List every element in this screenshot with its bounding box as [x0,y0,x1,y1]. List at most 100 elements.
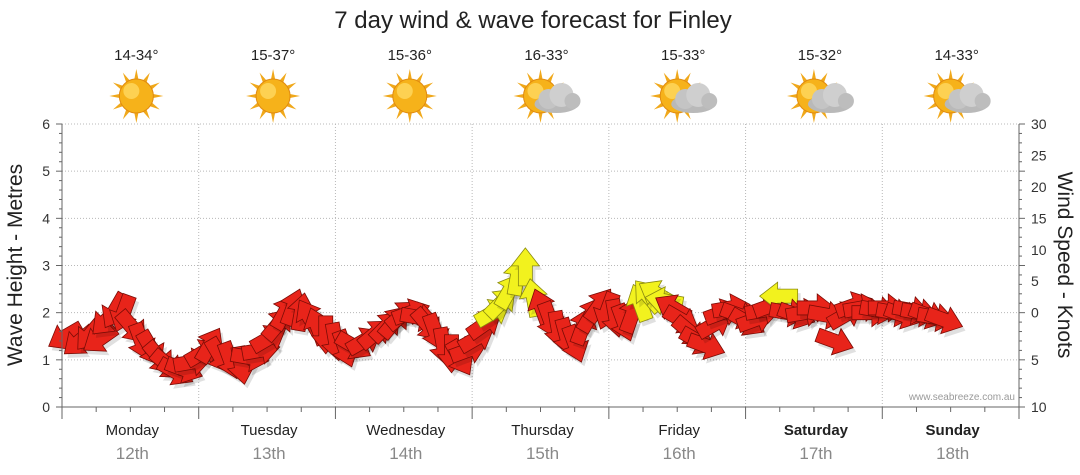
sun-ray [948,112,953,123]
day-name: Wednesday [366,422,445,439]
sun-ray [407,112,412,123]
sun-ray [396,109,404,120]
sun-ray [790,102,801,110]
sun-ray [517,82,527,90]
y-right-tick-label: 20 [1031,179,1047,195]
sun-ray [675,69,680,80]
sun-ray [423,82,434,90]
chart-title: 7 day wind & wave forecast for Finley [334,7,732,34]
weather-row: 14-34° 15-37° 15-36° 16-33° 15-33° 15-32° 14-3… [109,47,991,123]
sun-ray [109,93,120,99]
temp-range: 15-33° [661,47,705,64]
y-left-tick-label: 2 [42,305,50,321]
sun-ray [683,72,691,83]
sun-ray [386,82,397,90]
y-axis-right-label: Wind Speed - Knots [1053,172,1076,359]
y-right-tick-label: 15 [1031,210,1047,226]
sun-ray [286,82,297,90]
sun-ray [923,93,934,99]
y-left-tick-label: 6 [42,116,50,132]
sun-ray [407,69,412,80]
sun-ray [134,69,139,80]
sun-ray [271,69,276,80]
y-axis-left-label: Wave Height - Metres [4,164,27,366]
sun-ray [416,72,424,83]
sun-ray [547,72,554,83]
cloud-shape [807,83,854,113]
day-labels: Monday 12th Tuesday 13th Wednesday 14th Thursd… [106,422,981,463]
sun-ray [650,93,661,99]
sun-ray [423,102,434,110]
cloud-shape [944,83,991,113]
sun-ray [527,109,534,120]
day-name: Thursday [511,422,574,439]
sun-ray [527,72,534,83]
sun-ray [948,69,953,80]
sun-ray [249,102,260,110]
wind-arrows [48,247,966,389]
cloud-part [701,93,718,109]
y-left-tick-label: 3 [42,258,50,274]
sun-ray [246,93,257,99]
sun-ray [122,72,130,83]
sun-ray [426,93,437,99]
partly-cloudy-icon [513,69,581,123]
temp-range: 16-33° [524,47,568,64]
sunny-icon [109,69,164,123]
day-date: 18th [936,444,969,463]
sun-ray [811,69,816,80]
day-name: Sunday [926,422,981,439]
sun-ray [149,82,160,90]
credit-text: www.seabreeze.com.au [908,392,1015,403]
sun-ray [279,72,287,83]
sun-ray [112,82,123,90]
cloud-part [837,93,854,109]
sun-ray [153,93,164,99]
temp-range: 14-33° [934,47,978,64]
sun-ray [286,102,297,110]
sun-ray [653,102,664,110]
y-right-tick-label: 0 [1031,305,1039,321]
sun-ray [800,109,808,120]
sun-highlight [123,83,140,99]
sun-ray [800,72,808,83]
sunny-icon [382,69,437,123]
sun-ray [517,102,527,110]
sun-ray [259,72,267,83]
sun-ray [134,112,139,123]
sun-ray [513,93,524,99]
sun-ray [790,82,801,90]
wind-arrow [923,306,964,335]
day-date: 15th [526,444,559,463]
sun-ray [538,69,543,80]
y-right-tick-label: 5 [1031,352,1039,368]
sunny-icon [246,69,301,123]
y-right-tick-label: 30 [1031,116,1047,132]
sun-ray [259,109,267,120]
sun-highlight [260,83,277,99]
sun-ray [937,109,944,120]
day-date: 14th [389,444,422,463]
y-left-tick-label: 4 [42,210,50,226]
y-left-tick-label: 5 [42,163,50,179]
sun-ray [937,72,944,83]
sun-ray [382,93,393,99]
partly-cloudy-icon [650,69,718,123]
wind-arrow [686,332,726,361]
sun-ray [820,72,828,83]
day-date: 17th [799,444,832,463]
day-name: Saturday [784,422,849,439]
y-right-tick-label: 10 [1031,242,1047,258]
sun-ray [386,102,397,110]
sun-ray [675,112,680,123]
day-date: 13th [253,444,286,463]
sun-ray [143,109,150,120]
day-date: 12th [116,444,149,463]
sun-ray [957,72,965,83]
cloud-part [564,93,581,109]
sun-ray [279,109,287,120]
cloud-part [974,93,991,109]
sun-ray [112,102,123,110]
wind-arrow [814,327,854,356]
sun-ray [811,112,816,123]
